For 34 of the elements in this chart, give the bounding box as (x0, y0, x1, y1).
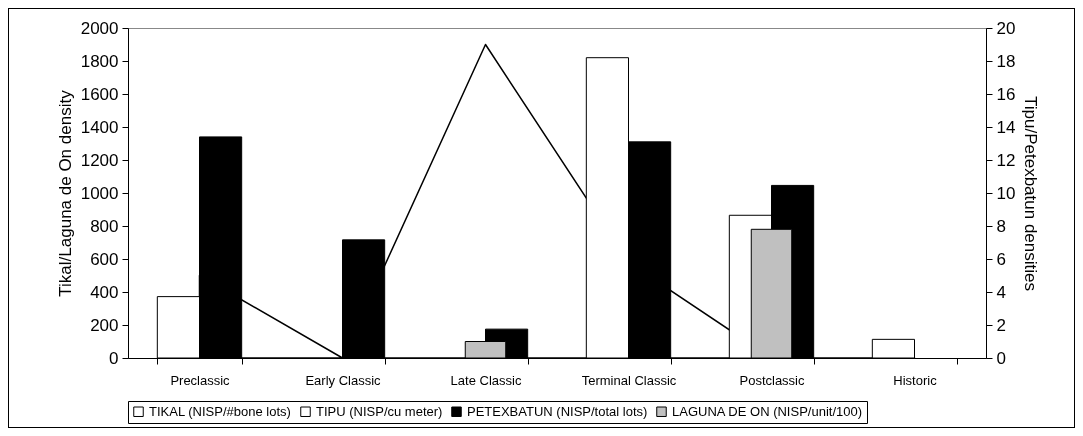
y-tick-label: 200 (90, 315, 119, 335)
x-tick-label: Terminal Classic (581, 372, 677, 388)
x-tick-label: Postclassic (739, 372, 805, 388)
y-tick-label: 1000 (80, 183, 119, 203)
y2-tick-label: 16 (996, 84, 1016, 104)
y2-tick-label: 14 (996, 117, 1016, 137)
y-tick-label: 400 (90, 282, 119, 302)
y-tick-label: 1400 (80, 117, 119, 137)
y2-tick-label: 10 (996, 183, 1016, 203)
y-tick-label: 0 (109, 348, 119, 368)
y2-tick-label: 2 (996, 315, 1006, 335)
y2-axis-title: Tipu/Petexbatun densities (1021, 96, 1041, 291)
y2-tick-label: 12 (996, 150, 1016, 170)
legend-label: PETEXBATUN (NISP/total lots) (467, 403, 648, 419)
y2-tick-label: 0 (996, 348, 1006, 368)
y-tick-label: 1800 (80, 51, 119, 71)
y2-tick-label: 20 (996, 18, 1016, 38)
y2-tick-label: 6 (996, 249, 1006, 269)
x-tick-label: Historic (893, 372, 938, 388)
y2-tick-label: 4 (996, 282, 1006, 302)
y-axis-title: Tikal/Laguna de On density (55, 89, 75, 297)
x-tick-label: Early Classic (305, 372, 382, 388)
legend-label: TIPU (NISP/cu meter) (316, 403, 443, 419)
y-tick-label: 800 (90, 216, 119, 236)
legend-label: TIKAL (NISP/#bone lots) (149, 403, 291, 419)
legend-label: LAGUNA DE ON (NISP/unit/100) (672, 403, 863, 419)
x-tick-label: Preclassic (170, 372, 231, 388)
y-tick-label: 2000 (80, 18, 119, 38)
y-tick-label: 1600 (80, 84, 119, 104)
y2-tick-label: 8 (996, 216, 1006, 236)
x-tick-label: Late Classic (450, 372, 522, 388)
y-tick-label: 1200 (80, 150, 119, 170)
y2-tick-label: 18 (996, 51, 1016, 71)
y-tick-label: 600 (90, 249, 119, 269)
